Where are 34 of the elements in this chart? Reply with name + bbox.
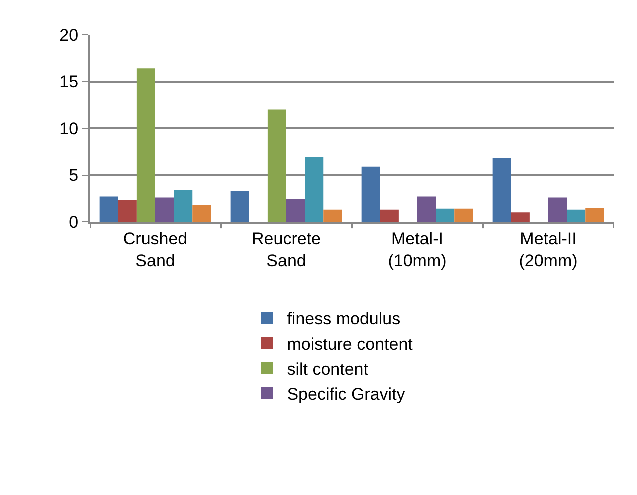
legend-label: moisture content <box>287 334 414 354</box>
y-tick-label: 15 <box>60 72 79 92</box>
bar <box>362 166 380 222</box>
bar <box>192 205 212 222</box>
legend-label: finess modulus <box>287 310 401 329</box>
bar <box>268 110 286 222</box>
bar <box>286 200 306 222</box>
bar <box>174 190 193 222</box>
x-tick-label: Metal-II (20mm) <box>519 229 578 270</box>
y-tick-label: 5 <box>69 166 79 186</box>
x-tick-label: Crushed Sand <box>123 229 188 270</box>
bar <box>324 210 342 222</box>
x-tick-label: Reucrete Sand <box>252 229 321 270</box>
bar <box>511 212 530 222</box>
bar <box>156 198 174 222</box>
legend-label: Specific Gravity <box>287 385 406 404</box>
legend-label: silt content <box>287 360 369 379</box>
bar <box>548 198 568 222</box>
y-tick-label: 0 <box>69 212 79 232</box>
bar <box>380 210 399 222</box>
y-tick-label: 10 <box>60 119 79 138</box>
bar <box>118 200 137 222</box>
bar <box>454 208 474 222</box>
bar <box>436 208 455 222</box>
bar <box>492 158 512 222</box>
x-tick-label: Metal-I (10mm) <box>388 229 447 270</box>
bar <box>230 191 250 222</box>
bar <box>418 196 436 222</box>
bar <box>305 157 324 222</box>
bar <box>136 68 156 222</box>
y-tick-label: 20 <box>60 26 79 45</box>
bar <box>567 210 586 222</box>
bar <box>586 208 604 222</box>
bar <box>100 196 118 222</box>
